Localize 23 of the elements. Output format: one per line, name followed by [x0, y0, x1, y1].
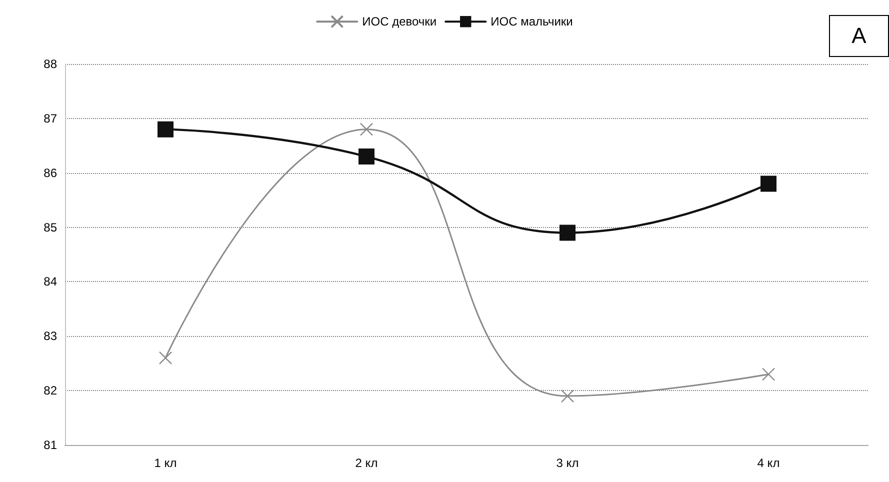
y-tick-label: 86: [44, 166, 58, 180]
x-tick-label: 3 кл: [556, 456, 579, 470]
y-tick-label: 87: [44, 111, 58, 126]
y-tick-label: 85: [44, 220, 58, 234]
y-tick-label: 84: [44, 274, 58, 289]
point: [760, 176, 776, 192]
y-tick-label: 81: [44, 438, 58, 452]
x-tick-label: 2 кл: [355, 456, 378, 470]
point: [360, 122, 374, 136]
point: [158, 351, 172, 365]
legend-label: ИОС девочки: [362, 14, 437, 29]
y-tick-label: 88: [44, 57, 58, 71]
y-tick-label: 83: [44, 329, 58, 344]
point: [358, 148, 374, 165]
x-tick-label: 1 кл: [154, 456, 177, 470]
y-tick-label: 82: [44, 384, 58, 398]
x-tick-label: 4 кл: [757, 456, 780, 470]
point: [762, 368, 776, 381]
point: [158, 121, 174, 138]
text: A: [829, 15, 889, 57]
legend-label: ИОС мальчики: [490, 14, 573, 29]
point: [560, 224, 576, 241]
point: [560, 389, 574, 403]
